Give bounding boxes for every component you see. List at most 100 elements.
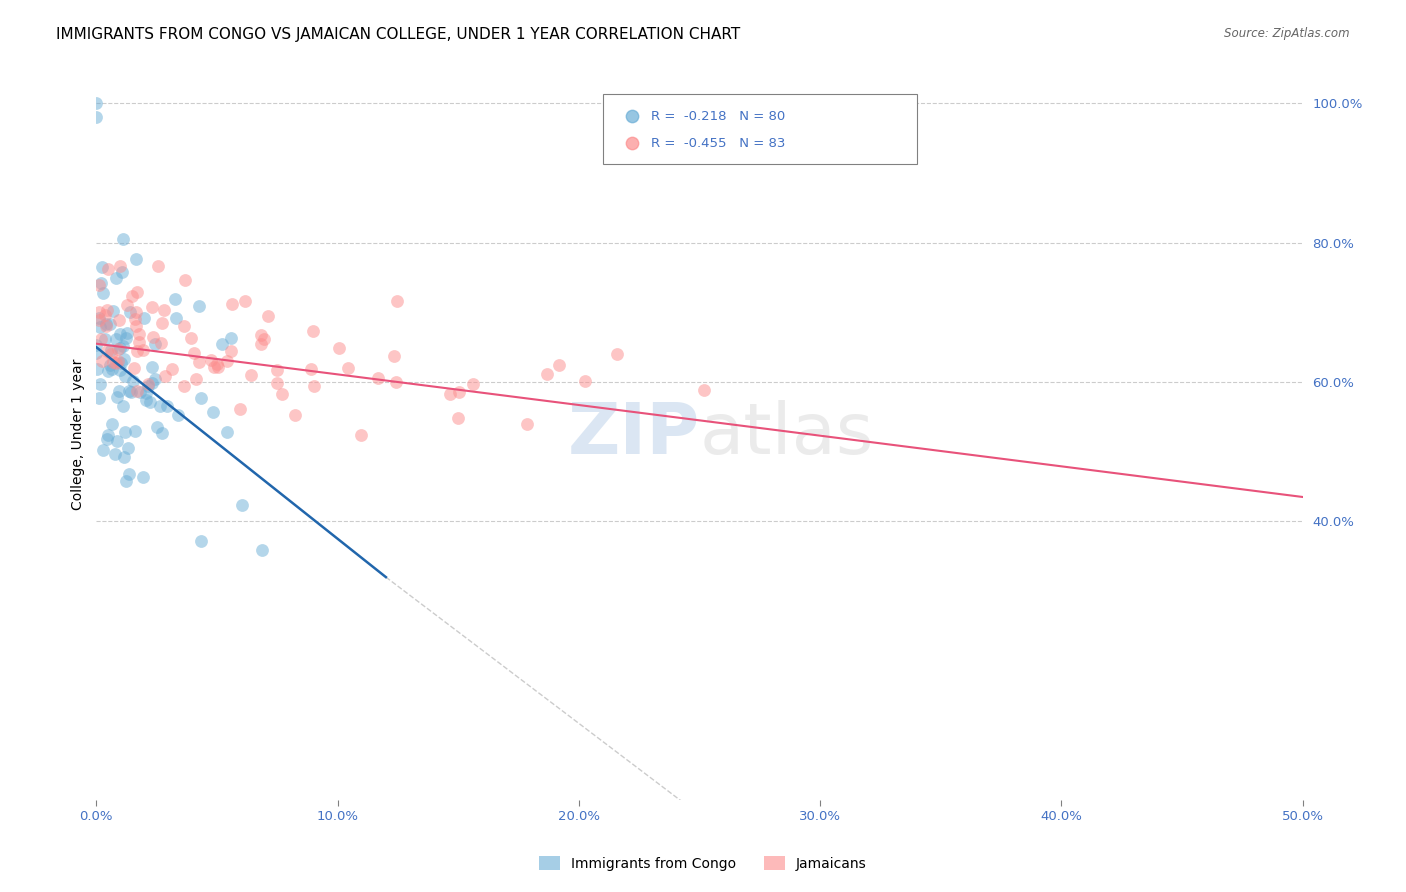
Point <box>250 328 273 343</box>
Point <box>167 408 190 422</box>
Point <box>202 359 225 374</box>
Point <box>385 375 408 389</box>
Point <box>173 319 195 334</box>
Point <box>90 354 112 368</box>
Point <box>139 395 162 409</box>
Point <box>136 378 159 392</box>
FancyBboxPatch shape <box>603 95 917 163</box>
Point <box>574 374 596 388</box>
Point <box>150 316 173 330</box>
Point <box>536 367 558 381</box>
Point <box>115 331 138 345</box>
Point <box>190 533 212 548</box>
Point <box>337 360 360 375</box>
Point <box>135 386 157 401</box>
Point <box>302 379 325 393</box>
Point <box>211 336 233 351</box>
Point <box>105 332 128 346</box>
Point <box>221 331 243 345</box>
Point <box>165 292 187 306</box>
Point <box>1156 142 1178 156</box>
Point <box>217 354 239 368</box>
Point <box>86 110 108 124</box>
Point <box>270 386 292 401</box>
Point <box>141 301 163 315</box>
Point <box>136 376 159 391</box>
Point <box>91 260 114 275</box>
Point <box>449 384 471 399</box>
Point <box>173 379 195 393</box>
Point <box>128 334 150 349</box>
Point <box>141 360 163 375</box>
Text: R =  -0.218   N = 80: R = -0.218 N = 80 <box>651 110 786 122</box>
Point <box>221 297 243 311</box>
Point <box>186 371 208 385</box>
Point <box>112 450 135 464</box>
Y-axis label: College, Under 1 year: College, Under 1 year <box>72 359 86 510</box>
Point <box>90 332 112 346</box>
Point <box>115 298 138 312</box>
Point <box>149 335 172 350</box>
Point <box>89 311 111 326</box>
Point <box>284 409 307 423</box>
Point <box>117 384 139 398</box>
Point <box>124 318 146 333</box>
Point <box>143 336 166 351</box>
Point <box>233 294 256 309</box>
Point <box>183 346 205 360</box>
Point <box>112 232 135 246</box>
Point <box>114 369 136 384</box>
Point <box>96 432 118 446</box>
Text: atlas: atlas <box>700 400 875 469</box>
Point <box>124 305 146 319</box>
Point <box>155 369 177 384</box>
Point <box>122 360 145 375</box>
Point <box>188 355 211 369</box>
Point <box>547 358 569 372</box>
Point <box>125 252 148 267</box>
Point <box>104 447 127 461</box>
Point <box>90 277 112 291</box>
Point <box>117 441 139 455</box>
Point <box>463 377 485 392</box>
Point <box>112 351 135 366</box>
Point <box>190 391 212 405</box>
Point <box>101 362 124 376</box>
Point <box>250 336 273 351</box>
Point <box>127 384 149 399</box>
Legend: Immigrants from Congo, Jamaicans: Immigrants from Congo, Jamaicans <box>534 850 872 876</box>
Point <box>301 324 323 338</box>
Point <box>200 352 222 367</box>
Point <box>367 371 389 385</box>
Point <box>108 326 131 341</box>
Point <box>219 343 242 358</box>
Point <box>114 474 136 488</box>
Point <box>174 273 197 287</box>
Point <box>94 333 117 347</box>
Point <box>153 303 176 318</box>
Point <box>149 399 172 413</box>
Point <box>105 271 128 285</box>
Point <box>86 338 108 352</box>
Point <box>266 376 288 391</box>
Point <box>127 285 149 299</box>
Point <box>121 289 143 303</box>
Point <box>188 299 211 313</box>
Point <box>96 302 118 317</box>
Point <box>87 312 110 326</box>
Point <box>86 345 108 359</box>
Point <box>160 362 183 376</box>
Point <box>257 309 280 323</box>
Point <box>328 341 350 355</box>
Point <box>207 359 229 374</box>
Text: Source: ZipAtlas.com: Source: ZipAtlas.com <box>1225 27 1350 40</box>
Point <box>91 285 114 300</box>
Point <box>87 277 110 292</box>
Point <box>122 374 145 388</box>
Point <box>100 318 122 332</box>
Text: R =  -0.455   N = 83: R = -0.455 N = 83 <box>651 136 786 150</box>
Point <box>105 434 128 449</box>
Point <box>134 310 156 325</box>
Point <box>516 417 538 431</box>
Point <box>96 317 118 331</box>
